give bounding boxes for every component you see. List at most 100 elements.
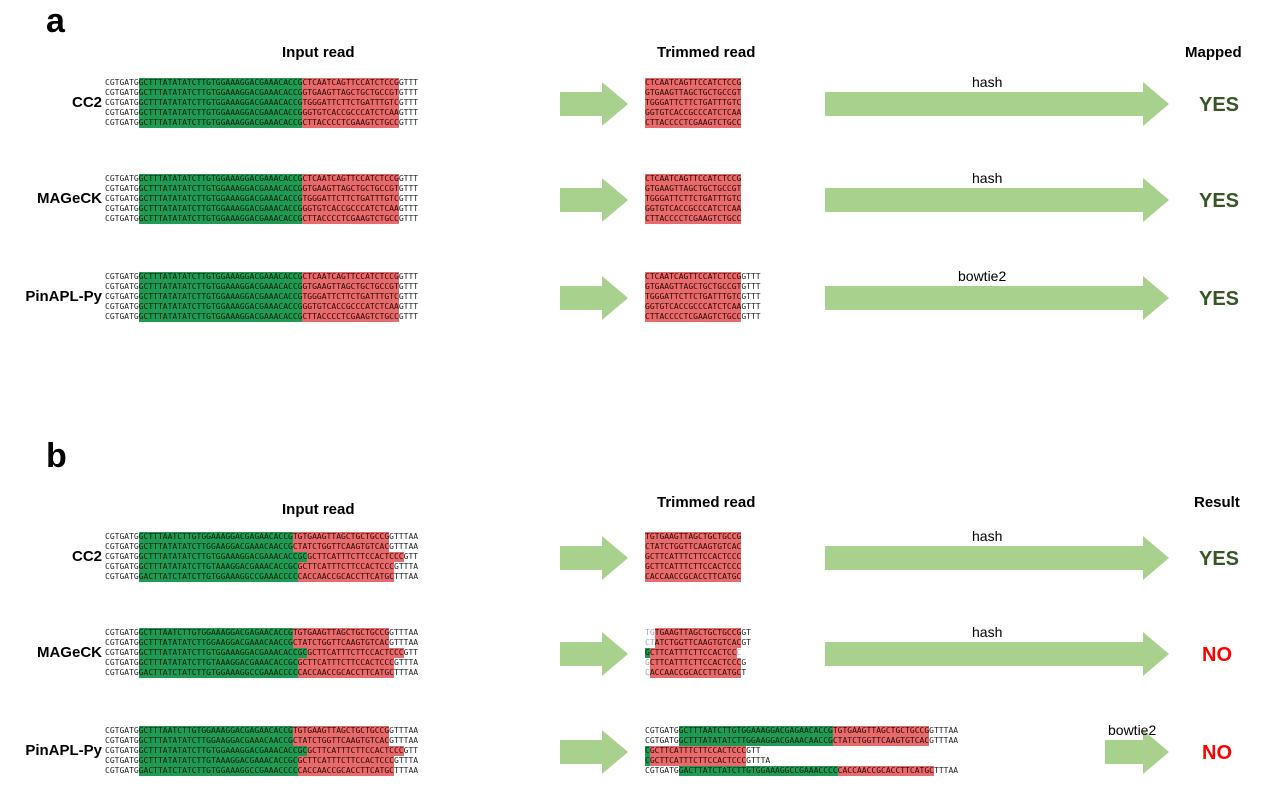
sequence-line: CACCAACCGCACCTTCATGC <box>645 572 742 582</box>
guide-scaffold-segment: GCTTTATATATCTTGTGGAAAGGACGAAACACCG <box>138 292 303 302</box>
sgrna-segment: GCTTCATTTCTTCCACTCCC <box>307 552 404 562</box>
guide-scaffold-segment: GCTTTATATATCTTGTGGAAAGGACGAAACACCGC <box>138 648 308 658</box>
guide-scaffold-segment: GCTTTATATATCTTGTAAAGGACGAAACACCGC <box>138 756 298 766</box>
flank-segment: CGTGATG <box>105 746 139 755</box>
mapping-method-label: hash <box>972 528 1003 544</box>
result-label: YES <box>1199 190 1240 212</box>
flank-segment: CGTGATG <box>645 736 679 745</box>
guide-scaffold-segment: C <box>645 756 650 766</box>
sgrna-segment: CTTACCCCTCGAAGTCTGCC <box>302 118 399 128</box>
sequence-line: GCTTCATTTCTTCCACTCCCG <box>645 658 751 668</box>
guide-scaffold-segment: GCTTTATATATCTTGTAAAGGACGAAACACCGC <box>138 658 298 668</box>
sgrna-segment: GGTGTCACCGCCCATCTCAA <box>645 204 742 214</box>
sequence-line: TGTGAAGTTAGCTGCTGCCG <box>645 532 742 542</box>
result-header: Result <box>1194 494 1240 511</box>
sgrna-segment: GTGAAGTTAGCTGCTGCCGT <box>645 282 742 292</box>
sgrna-segment: GCTTCATTTCTTCCACTCCC <box>649 756 747 766</box>
input-read-sequences: CGTGATGGCTTTATATATCTTGTGGAAAGGACGAAACACC… <box>105 174 418 224</box>
guide-scaffold-segment: GCTTTATATATCTTGGAAGGACGAAACAACCG <box>138 736 293 746</box>
trimmed-read-sequences: CGTGATGGCTTTAATCTTGTGGAAAGGACGAGAACACCGT… <box>645 726 958 776</box>
flank-segment: GTTT <box>398 282 419 291</box>
trim-arrow <box>560 82 628 126</box>
result-header: Mapped <box>1185 44 1242 61</box>
flank-segment: TTTAA <box>934 766 959 775</box>
flank-segment: CGTGATG <box>105 292 139 301</box>
flank-segment: GTTT <box>398 204 419 213</box>
mapping-method-label: hash <box>972 624 1003 640</box>
input-read-sequences: CGTGATGGCTTTATATATCTTGTGGAAAGGACGAAACACC… <box>105 272 418 322</box>
sgrna-segment: GCTTCATTTCTTCCACTCCC <box>297 658 394 668</box>
guide-scaffold-segment: GCTTTATATATCTTGTGGAAAGGACGAAACACCG <box>138 184 303 194</box>
result-label: YES <box>1199 548 1240 570</box>
flank-segment: GTTT <box>741 282 761 291</box>
sequence-line: CGTGATGGCTTTATATATCTTGGAAGGACGAAACAACCGC… <box>105 736 418 746</box>
flank-segment: CT <box>645 638 655 647</box>
sgrna-segment: TGGGATTCTTCTGATTTGTC <box>645 98 742 108</box>
result-label: YES <box>1199 288 1240 310</box>
sgrna-segment: GGTGTCACCGCCCATCTCAA <box>645 108 742 118</box>
guide-scaffold-segment: GCTTTAATCTTGTGGAAAGGACGAGAACACCG <box>138 532 293 542</box>
sgrna-segment: TGAAGTTAGCTGCTGCCG <box>654 628 742 638</box>
guide-scaffold-segment: GCTTTATATATCTTGTGGAAAGGACGAAACACCGC <box>138 552 308 562</box>
tool-label: PinAPL-Py <box>25 742 102 759</box>
trimmed-read-sequences: CTCAATCAGTTCCATCTCCG GTGAAGTTAGCTGCTGCCGT… <box>645 78 742 128</box>
sequence-line: CTTACCCCTCGAAGTCTGCCGTTT <box>645 312 761 322</box>
guide-scaffold-segment: GCTTTATATATCTTGGAAGGACGAAACAACCG <box>678 736 833 746</box>
result-label: YES <box>1199 94 1240 116</box>
trim-arrow <box>560 178 628 222</box>
tool-label: CC2 <box>71 548 102 565</box>
guide-scaffold-segment: GCTTTATATATCTTGTGGAAAGGACGAAACACCG <box>138 272 303 282</box>
flank-segment: GT <box>741 628 751 637</box>
guide-scaffold-segment: GACTTATCTATCTTGTGGAAAGGCCGAAACCCC <box>138 766 298 776</box>
guide-scaffold-segment: GCTTTATATATCTTGTGGAAAGGACGAAACACCG <box>138 88 303 98</box>
flank-segment: GT <box>741 638 751 647</box>
sequence-line: CGTGATGGCTTTATATATCTTGTAAAGGACGAAACACCGC… <box>105 756 418 766</box>
tool-label: MAGeCK <box>36 644 102 661</box>
guide-scaffold-segment: GACTTATCTATCTTGTGGAAAGGCCGAAACCCC <box>138 572 298 582</box>
sequence-line: CGTGATGGCTTTATATATCTTGTGGAAAGGACGAAACACC… <box>105 292 418 302</box>
sequence-line: GGTGTCACCGCCCATCTCAA <box>645 204 742 214</box>
sgrna-segment: CTCAATCAGTTCCATCTCCG <box>645 78 742 88</box>
flank-segment: CGTGATG <box>105 194 139 203</box>
sequence-line: CGTGATGGCTTTATATATCTTGTGGAAAGGACGAAACACC… <box>105 214 418 224</box>
flank-segment: GTTT <box>741 292 761 301</box>
sequence-line: CGTGATGGCTTTATATATCTTGTAAAGGACGAAACACCGC… <box>105 658 418 668</box>
sgrna-segment: TGGGATTCTTCTGATTTGTC <box>645 194 742 204</box>
sequence-line: GCTTCATTTCTTCCACTCCC <box>645 562 742 572</box>
sgrna-segment: ATCTGGTTCAAGTGTCAC <box>654 638 742 648</box>
sequence-line: CGTGATGGCTTTATATATCTTGTGGAAAGGACGAAACACC… <box>105 78 418 88</box>
flank-segment: CGTGATG <box>105 638 139 647</box>
flank-segment: CGTGATG <box>105 302 139 311</box>
flank-segment: GTTTAA <box>389 532 419 541</box>
flank-segment: G <box>741 658 747 667</box>
guide-scaffold-segment: GCTTTATATATCTTGTAAAGGACGAAACACCGC <box>138 562 298 572</box>
sequence-line: CGTGATGGCTTTATATATCTTGGAAGGACGAAACAACCGC… <box>105 542 418 552</box>
sgrna-segment: TGTGAAGTTAGCTGCTGCCG <box>832 726 930 736</box>
sequence-line: CGTGATGGCTTTAATCTTGTGGAAAGGACGAGAACACCGT… <box>105 628 418 638</box>
sequence-line: CGTGATGGCTTTATATATCTTGTGGAAAGGACGAAACACC… <box>105 282 418 292</box>
guide-scaffold-segment: GCTTTATATATCTTGTGGAAAGGACGAAACACCG <box>138 282 303 292</box>
flank-segment: CGTGATG <box>105 628 139 637</box>
sequence-line: CGTGATGGCTTTATATATCTTGTGGAAAGGACGAAACACC… <box>105 184 418 194</box>
trimmed-read-sequences: TGTGAAGTTAGCTGCTGCCG CTATCTGGTTCAAGTGTCAC… <box>645 532 742 582</box>
sgrna-segment: GGTGTCACCGCCCATCTCAA <box>302 108 399 118</box>
input-read-sequences: CGTGATGGCTTTAATCTTGTGGAAAGGACGAGAACACCGT… <box>105 628 418 678</box>
sgrna-segment: TGGGATTCTTCTGATTTGTC <box>302 194 399 204</box>
flank-segment: GTTT <box>398 98 419 107</box>
sequence-line: CGTGATGGCTTTAATCTTGTGGAAAGGACGAGAACACCGT… <box>105 532 418 542</box>
guide-scaffold-segment: GCTTTATATATCTTGGAAGGACGAAACAACCG <box>138 638 293 648</box>
flank-segment: CGTGATG <box>105 204 139 213</box>
sgrna-segment: GTGAAGTTAGCTGCTGCCGT <box>302 282 399 292</box>
sequence-line: CGTGATGGCTTTATATATCTTGTGGAAAGGACGAAACACC… <box>105 552 418 562</box>
sequence-line: CTCAATCAGTTCCATCTCCG <box>645 174 742 184</box>
sgrna-segment: GCTTCATTTCTTCCACTCCC <box>645 552 742 562</box>
flank-segment: CGTGATG <box>105 282 139 291</box>
mapping-method-label: bowtie2 <box>1108 722 1157 738</box>
flank-segment: CGTGATG <box>105 108 139 117</box>
flank-segment: C <box>736 648 742 657</box>
sgrna-segment: GTGAAGTTAGCTGCTGCCGT <box>645 184 742 194</box>
sgrna-segment: TGGGATTCTTCTGATTTGTC <box>302 292 399 302</box>
flank-segment: GTTTAA <box>389 638 419 647</box>
sequence-line: CGTGATGGCTTTATATATCTTGTGGAAAGGACGAAACACC… <box>105 648 418 658</box>
sgrna-segment: ACCAACCGCACCTTCATGC <box>649 668 742 678</box>
